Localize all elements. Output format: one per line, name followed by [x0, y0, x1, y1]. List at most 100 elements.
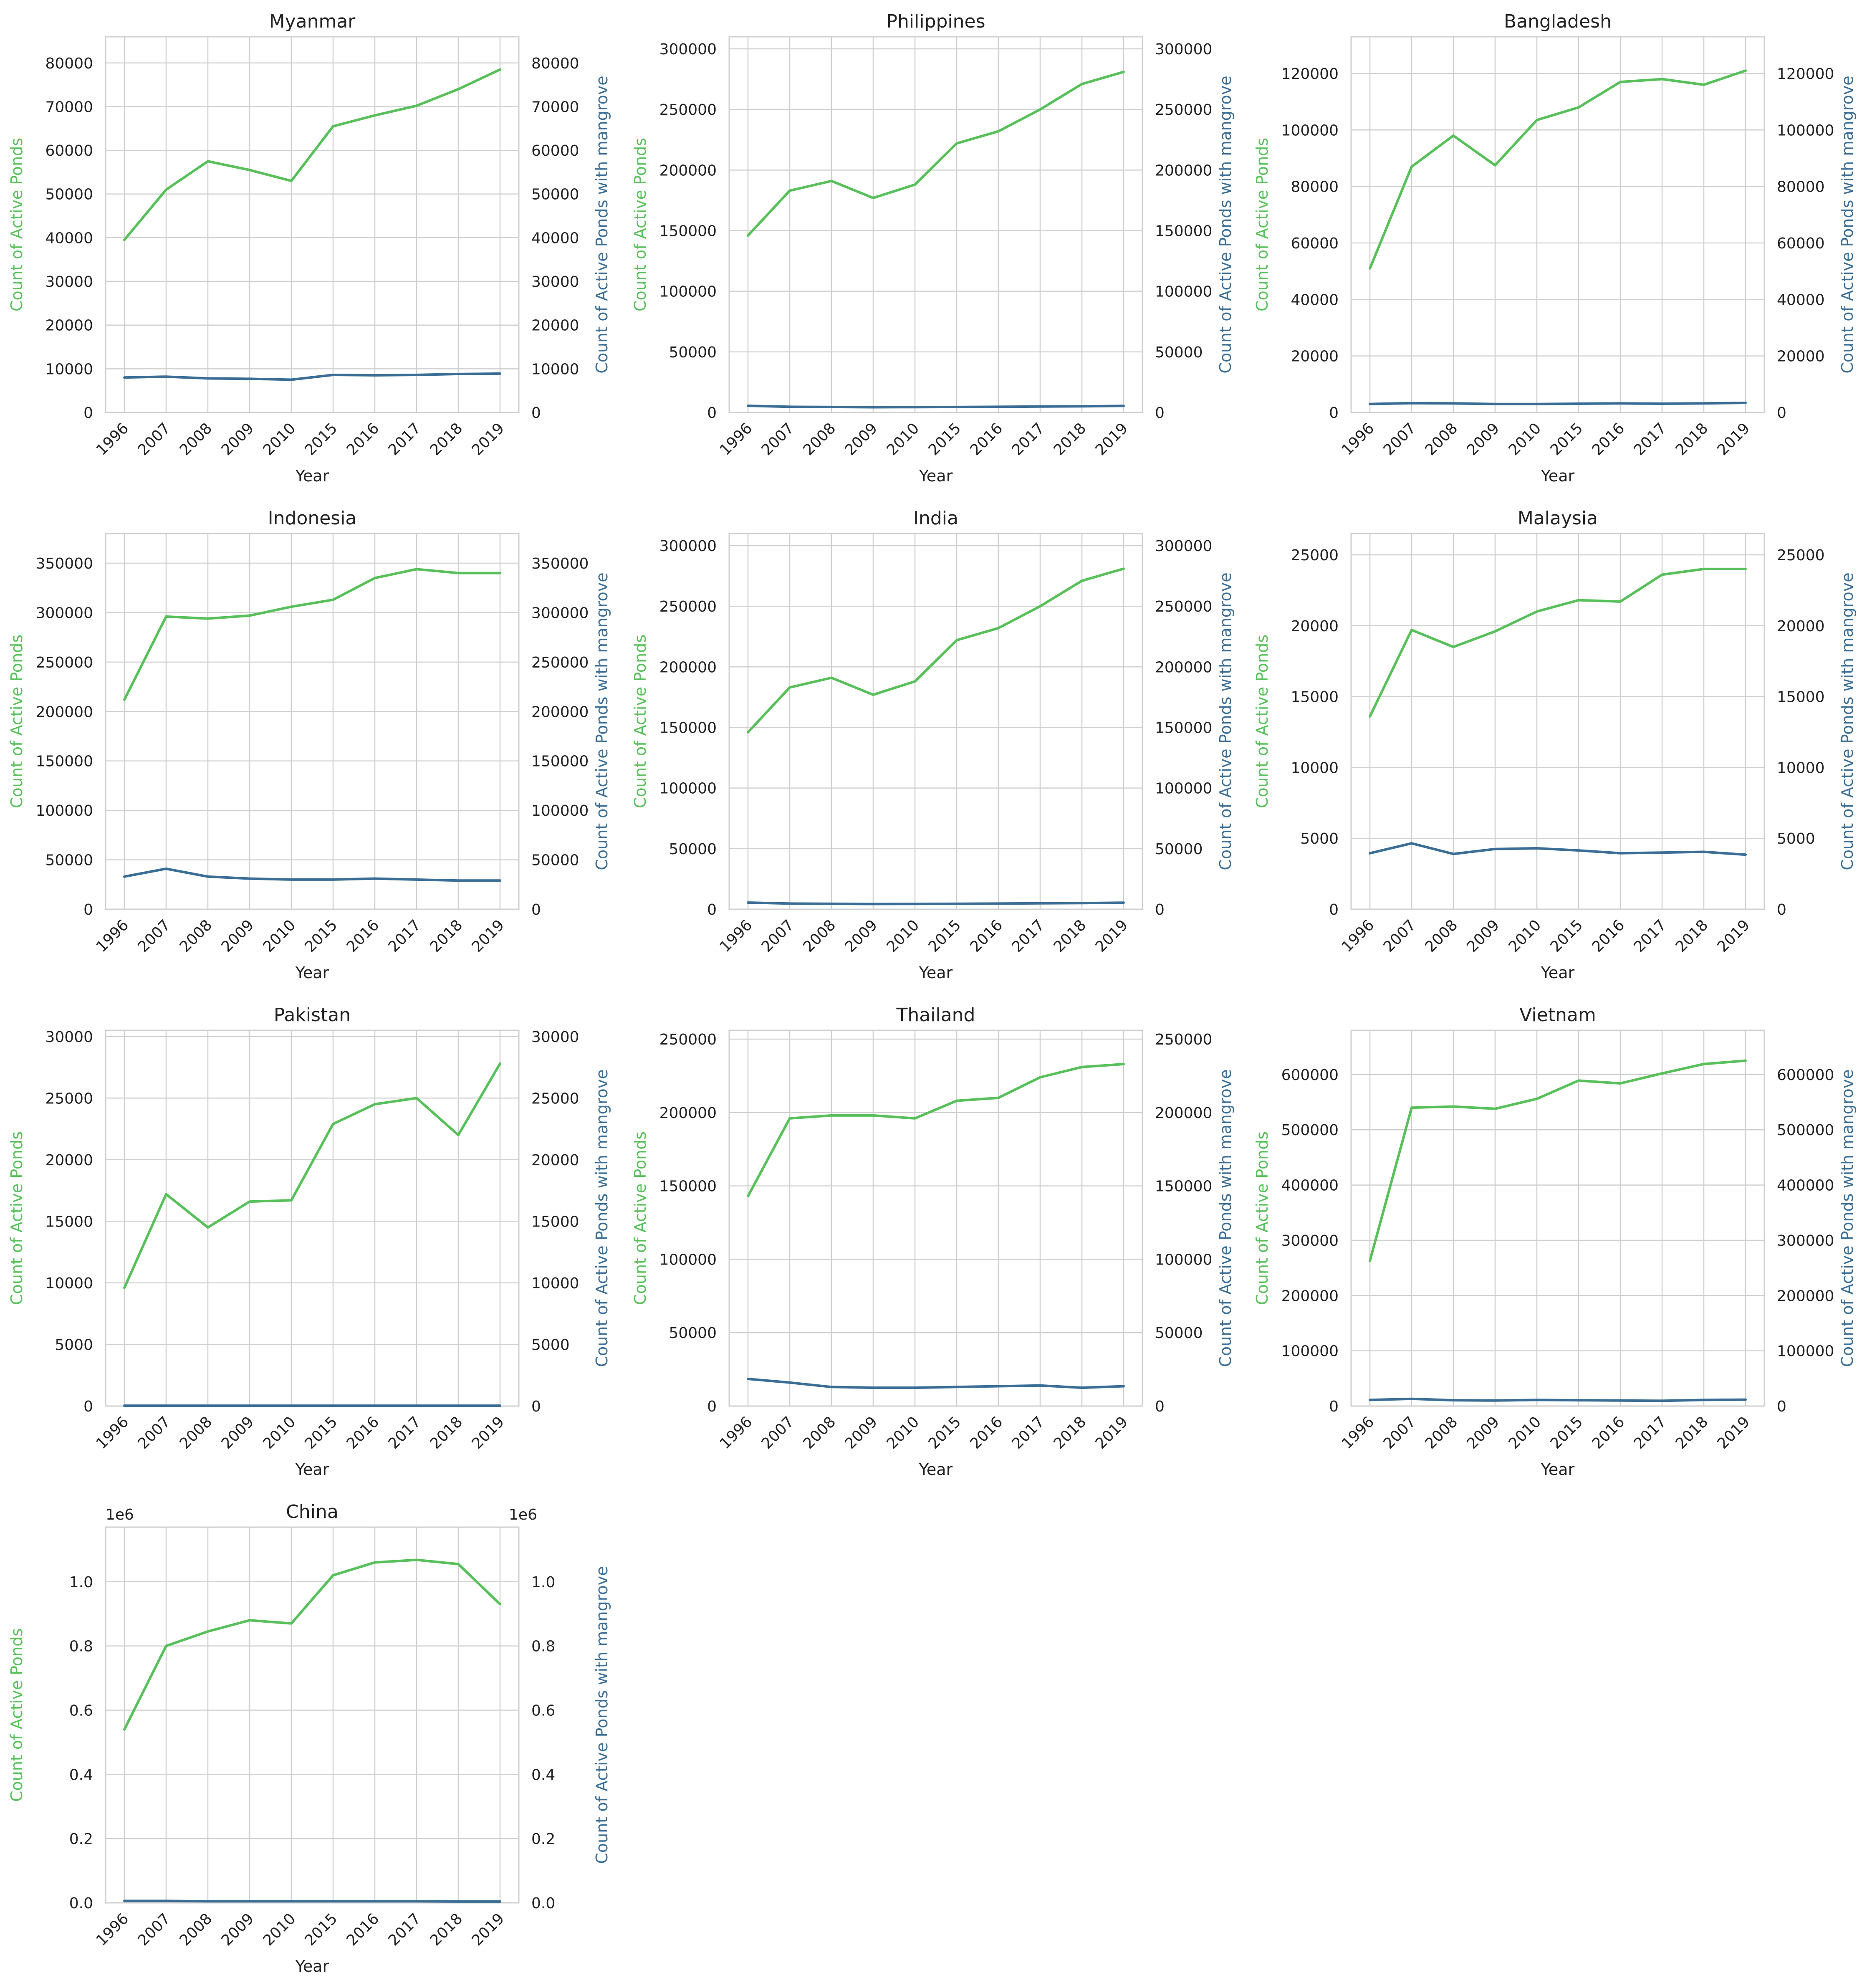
y-tick-label-left: 30000	[45, 1029, 93, 1046]
y-tick-label-right: 80000	[1777, 179, 1825, 196]
x-tick-label: 2018	[1051, 420, 1090, 459]
series-line-mangrove-ponds	[123, 867, 501, 882]
y-tick-label-right: 250000	[1155, 598, 1212, 615]
y-tick-label-left: 0	[707, 405, 717, 422]
y-tick-label-left: 70000	[45, 99, 93, 116]
x-tick-label: 2015	[925, 1413, 965, 1452]
x-tick-label: 2008	[177, 420, 216, 459]
y-tick-label-right: 150000	[1155, 1178, 1212, 1195]
x-tick-label: 2018	[1673, 916, 1712, 956]
x-axis-label: Year	[919, 1460, 953, 1479]
y-axis-label-left: Count of Active Ponds	[8, 138, 26, 311]
y-axis-label-left: Count of Active Ponds	[631, 138, 649, 311]
y-tick-label-right: 100000	[531, 802, 589, 819]
y-tick-label-right: 60000	[531, 142, 579, 159]
y-tick-label-right: 25000	[1777, 547, 1825, 564]
x-tick-label: 2016	[967, 916, 1006, 956]
y-tick-label-left: 500000	[1281, 1122, 1339, 1139]
chart-panel-india: 0 0 50000 50000 100000 100000 150000 150000 2000…	[631, 508, 1235, 982]
chart-title: Bangladesh	[1504, 11, 1612, 32]
plot-frame	[105, 533, 520, 910]
x-axis-label: Year	[295, 467, 329, 485]
y-tick-label-left: 400000	[1281, 1177, 1339, 1194]
x-tick-label: 2008	[1422, 420, 1461, 459]
x-axis-label: Year	[919, 467, 953, 485]
y-tick-label-right: 300000	[1155, 538, 1212, 555]
x-tick-label: 2016	[344, 420, 383, 459]
chart-title: Indonesia	[268, 508, 357, 529]
y-tick-label-right: 50000	[1155, 344, 1203, 361]
x-axis-label: Year	[295, 964, 329, 982]
x-axis-label: Year	[295, 1957, 329, 1975]
y-tick-label-right: 70000	[531, 99, 579, 116]
y-axis-label-right: Count of Active Ponds with mangrove	[593, 76, 611, 373]
x-tick-label: 2017	[1009, 420, 1048, 459]
y-tick-label-left: 100000	[36, 802, 93, 819]
y-tick-label-right: 0	[1155, 1398, 1165, 1415]
x-tick-label: 2018	[427, 1413, 466, 1452]
x-tick-label: 2010	[260, 1413, 299, 1452]
y-tick-label-right: 30000	[531, 1029, 579, 1046]
x-tick-label: 2018	[1051, 916, 1090, 956]
y-axis-label-right: Count of Active Ponds with mangrove	[1838, 1069, 1857, 1367]
x-tick-label: 2019	[1714, 420, 1753, 459]
series-line-active-ponds	[123, 568, 501, 701]
y-tick-label-right: 150000	[1155, 223, 1212, 240]
y-tick-label-right: 1.0	[531, 1574, 555, 1591]
x-tick-label: 2009	[218, 420, 258, 459]
x-tick-label: 2009	[218, 1910, 258, 1949]
y-tick-label-right: 0.4	[531, 1766, 555, 1783]
x-tick-label: 2017	[385, 1413, 424, 1452]
x-tick-label: 2015	[1547, 420, 1587, 459]
x-tick-label: 2010	[260, 420, 299, 459]
x-tick-label: 2008	[1422, 916, 1461, 956]
y-tick-label-left: 10000	[1291, 759, 1339, 776]
y-tick-label-right: 600000	[1777, 1067, 1834, 1084]
y-tick-label-left: 0.8	[69, 1638, 93, 1655]
y-offset-label-right: 1e6	[509, 1506, 537, 1523]
series-line-active-ponds	[123, 1558, 501, 1731]
y-tick-label-right: 100000	[1777, 1343, 1834, 1360]
y-tick-label-left: 100000	[659, 780, 717, 797]
x-tick-label: 2007	[135, 1910, 174, 1949]
y-tick-label-left: 100000	[1281, 122, 1339, 139]
y-tick-label-right: 250000	[531, 654, 589, 671]
x-tick-label: 1996	[717, 916, 756, 956]
x-tick-label: 2007	[758, 916, 798, 956]
x-tick-label: 2019	[1092, 420, 1132, 459]
x-tick-label: 1996	[93, 1413, 132, 1452]
x-tick-label: 1996	[93, 916, 132, 956]
series-line-mangrove-ponds	[123, 1899, 501, 1903]
x-tick-label: 2019	[1714, 1413, 1753, 1452]
y-tick-label-left: 250000	[659, 598, 717, 615]
y-tick-label-right: 0	[531, 901, 541, 918]
y-tick-label-right: 10000	[531, 361, 579, 378]
x-tick-label: 2008	[177, 1910, 216, 1949]
y-tick-label-left: 0	[83, 405, 93, 422]
x-tick-label: 2017	[1631, 1413, 1670, 1452]
x-tick-label: 2010	[884, 1413, 923, 1452]
y-tick-label-left: 350000	[36, 555, 93, 572]
y-axis-label-right: Count of Active Ponds with mangrove	[1838, 572, 1857, 870]
x-tick-label: 2009	[842, 1413, 881, 1452]
x-tick-label: 2018	[427, 420, 466, 459]
y-tick-label-right: 50000	[1155, 1325, 1203, 1342]
y-tick-label-right: 0	[1777, 405, 1786, 422]
y-tick-label-left: 150000	[659, 720, 717, 737]
x-tick-label: 2015	[925, 916, 965, 956]
y-tick-label-left: 200000	[659, 162, 717, 179]
y-tick-label-left: 0	[83, 901, 93, 918]
y-tick-label-right: 40000	[1777, 291, 1825, 309]
x-tick-label: 2009	[218, 1413, 258, 1452]
x-tick-label: 2010	[1506, 1413, 1545, 1452]
y-axis-label-right: Count of Active Ponds with mangrove	[1838, 76, 1857, 373]
x-tick-label: 2008	[800, 916, 839, 956]
y-tick-label-right: 10000	[1777, 759, 1825, 776]
x-tick-label: 2015	[302, 1413, 341, 1452]
plot-frame	[728, 1029, 1143, 1407]
y-tick-label-left: 200000	[36, 703, 93, 721]
plot-frame	[105, 1029, 520, 1407]
x-axis-label: Year	[1541, 467, 1575, 485]
chart-panel-vietnam: 0 0 100000 100000 200000 200000 300000 300000 40…	[1253, 1004, 1857, 1479]
